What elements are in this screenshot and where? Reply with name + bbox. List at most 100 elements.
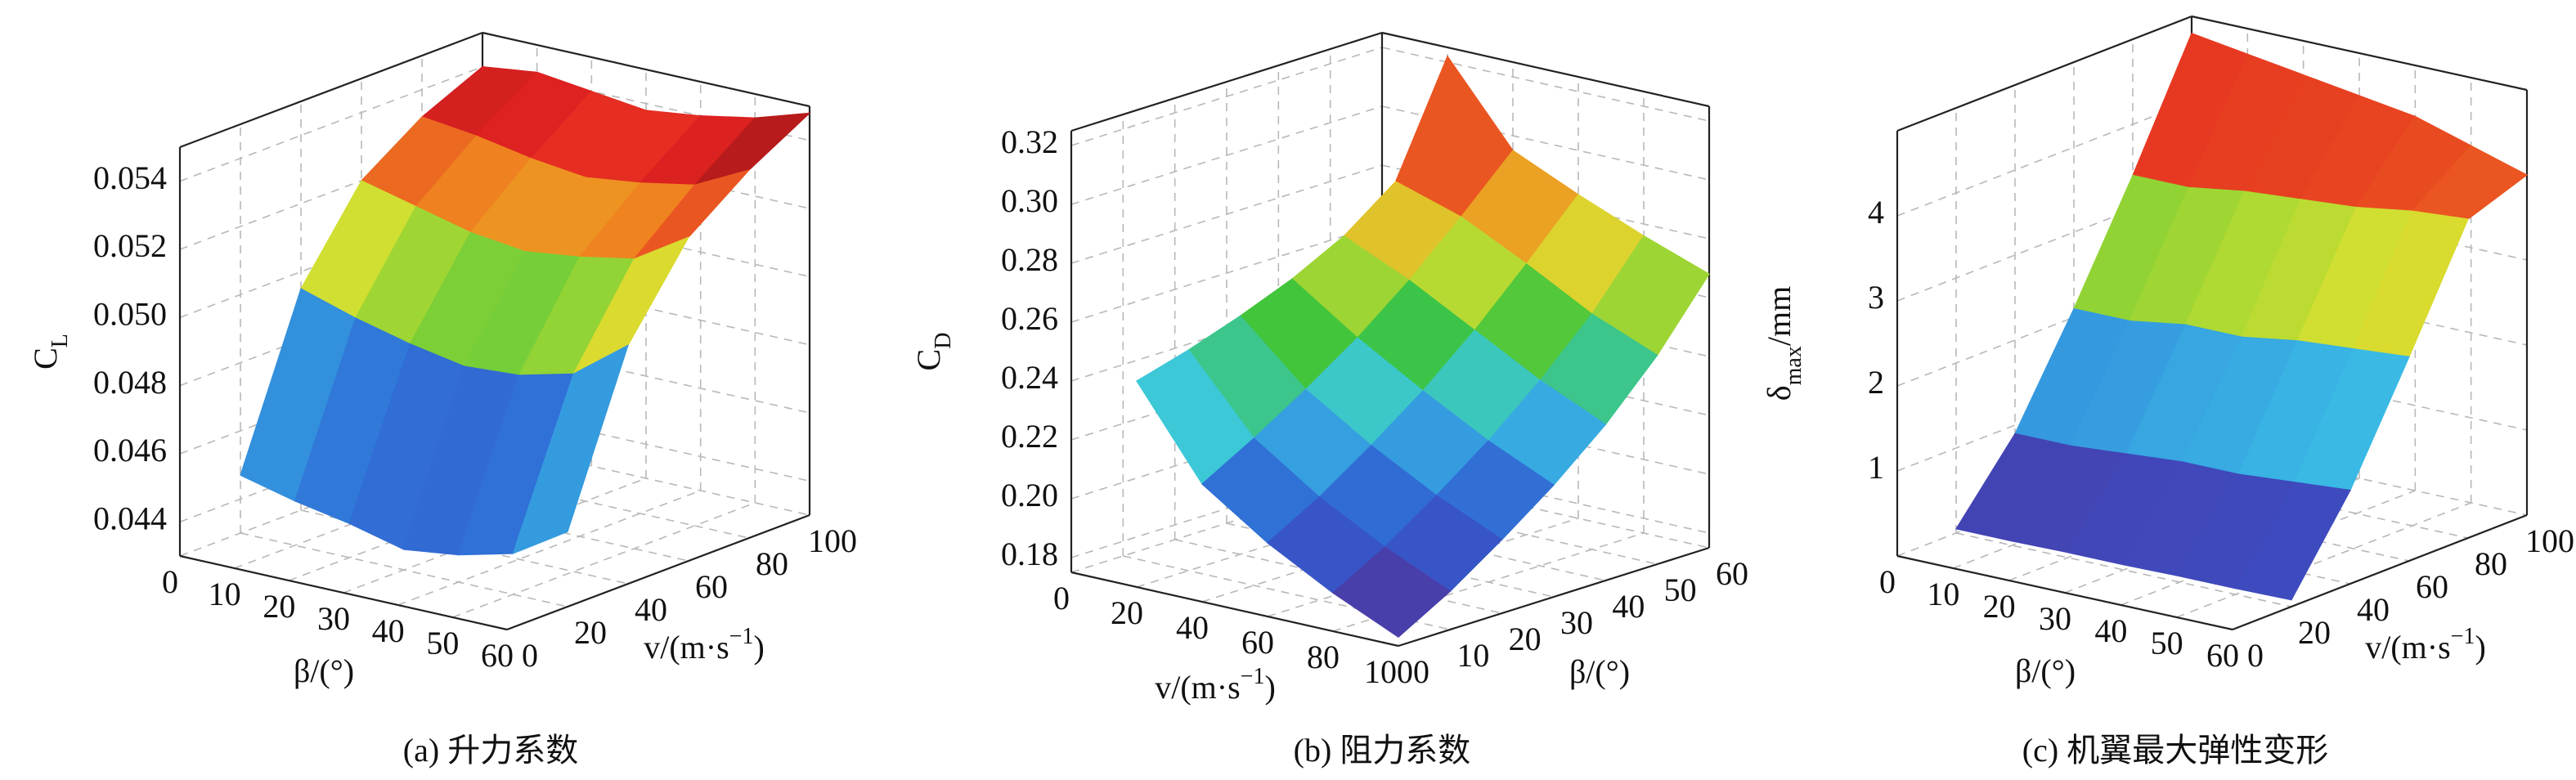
- grid-line: [2132, 464, 2469, 539]
- axis-label-part: max: [1781, 346, 1806, 385]
- grid-line: [1381, 47, 1710, 122]
- x-tick-label: 100: [1364, 653, 1413, 690]
- axis-label: β/(°): [2015, 652, 2076, 689]
- z-tick-label: 4: [1868, 194, 1884, 231]
- grid-line: [1381, 459, 1710, 534]
- z-tick-label: 0.046: [93, 432, 167, 468]
- grid-line: [1955, 532, 2292, 607]
- y-tick-label: 0: [2247, 637, 2264, 674]
- y-tick-label: 20: [574, 614, 607, 651]
- grid-line: [2073, 486, 2410, 562]
- axis-label-part: C: [910, 349, 947, 371]
- axis-frame: [179, 31, 483, 149]
- z-tick-label: 0.32: [1001, 123, 1058, 160]
- axis-label-part: −1: [2451, 624, 2475, 649]
- x-tick-label: 20: [263, 588, 295, 625]
- y-tick-label: 60: [695, 568, 728, 605]
- axis-frame: [2191, 15, 2528, 92]
- axis-label-part: C: [27, 347, 64, 370]
- axis-frame: [1381, 31, 1710, 108]
- y-tick-label: 40: [2357, 591, 2390, 628]
- y-tick-label: 60: [2416, 568, 2448, 605]
- axis-label: CD: [910, 333, 956, 371]
- y-tick-label: 40: [635, 591, 667, 628]
- z-tick-label: 0.052: [93, 227, 167, 264]
- z-tick-label: 0.18: [1001, 536, 1058, 572]
- grid-line: [397, 490, 701, 606]
- axis-label-part: L: [47, 334, 73, 347]
- axis-frame: [1070, 571, 1399, 648]
- x-tick-label: 0: [162, 563, 178, 600]
- axis-label-part: δ: [1761, 385, 1797, 401]
- axis-label-part: v/(m·s: [644, 629, 729, 666]
- x-tick-label: 80: [1307, 639, 1340, 675]
- y-tick-label: 10: [1456, 637, 1489, 674]
- y-tick-label: 0: [522, 637, 538, 674]
- axis-label-part: v/(m·s: [1155, 669, 1240, 706]
- grid-line: [482, 406, 810, 482]
- x-tick-label: 40: [2094, 612, 2127, 649]
- grid-line: [1381, 105, 1710, 181]
- z-tick-label: 0.044: [93, 500, 167, 537]
- grid-line: [1070, 105, 1383, 205]
- axis-label-part: ): [1264, 669, 1275, 706]
- caption: (c) 机翼最大弹性变形: [2022, 732, 2328, 769]
- y-tick-label: 20: [1509, 621, 1542, 657]
- axis-label-part: ): [2475, 629, 2485, 666]
- z-tick-label: 0.048: [93, 364, 167, 401]
- axis-frame: [179, 554, 508, 631]
- caption: (b) 阻力系数: [1294, 732, 1471, 769]
- x-tick-label: 30: [317, 600, 350, 637]
- axis-label-part: β/(°): [1569, 653, 1630, 690]
- surface-cell: [2234, 482, 2351, 601]
- chart-panel: 0.044 0.046 0.048 0.050 0.052 0.054 0 10 20 30 40 5…: [27, 31, 857, 769]
- grid-line: [179, 65, 483, 182]
- x-tick-label: 50: [426, 625, 459, 661]
- grid-line: [482, 441, 810, 516]
- y-tick-label: 0: [1413, 653, 1429, 690]
- grid-line: [2191, 271, 2528, 346]
- axis-frame: [482, 31, 810, 108]
- grid-line: [343, 477, 647, 594]
- x-tick-label: 60: [481, 637, 514, 674]
- x-tick-label: 20: [1111, 594, 1143, 631]
- axis-label-part: −1: [729, 624, 754, 649]
- z-tick-label: 0.30: [1001, 182, 1058, 219]
- surface-cell: [512, 344, 630, 555]
- z-tick-label: 0.22: [1001, 418, 1058, 455]
- z-tick-label: 0.050: [93, 296, 167, 333]
- grid-line: [421, 464, 750, 539]
- x-tick-label: 40: [372, 612, 405, 649]
- x-tick-label: 60: [1241, 624, 1274, 661]
- grid-line: [482, 65, 810, 141]
- y-tick-label: 80: [2475, 545, 2507, 582]
- x-tick-label: 20: [1983, 588, 2016, 625]
- grid-line: [2191, 356, 2528, 431]
- z-tick-label: 0.054: [93, 159, 167, 196]
- axis-label: v/(m·s−1): [644, 624, 765, 666]
- x-tick-label: 0: [1879, 563, 1896, 600]
- grid-line: [1070, 223, 1383, 323]
- x-tick-label: 0: [1053, 580, 1070, 616]
- chart-panel: 0.18 0.20 0.22 0.24 0.26 0.28 0.30 0.32 0 20 40 60 8…: [910, 31, 1748, 769]
- x-tick-label: 30: [2039, 600, 2071, 637]
- x-tick-label: 60: [2206, 637, 2239, 674]
- axis-frame: [1896, 15, 2192, 132]
- y-tick-label: 50: [1664, 572, 1697, 608]
- axis-label-part: D: [931, 333, 956, 349]
- z-tick-label: 0.24: [1001, 359, 1058, 396]
- z-tick-label: 3: [1868, 279, 1884, 316]
- grid-line: [240, 532, 568, 607]
- grid-line: [1381, 473, 1710, 549]
- axis-frame: [1896, 554, 2233, 631]
- axis-label: δmax/mm: [1761, 286, 1806, 401]
- y-tick-label: 20: [2298, 614, 2331, 651]
- z-tick-label: 0.28: [1001, 241, 1058, 278]
- grid-line: [482, 338, 810, 414]
- surface-cell: [1332, 546, 1452, 638]
- axis-label-part: v/(m·s: [2365, 629, 2450, 666]
- grid-line: [1070, 164, 1383, 264]
- grid-line: [1070, 47, 1383, 146]
- y-tick-label: 30: [1560, 604, 1593, 641]
- axis-label-part: β/(°): [294, 652, 354, 689]
